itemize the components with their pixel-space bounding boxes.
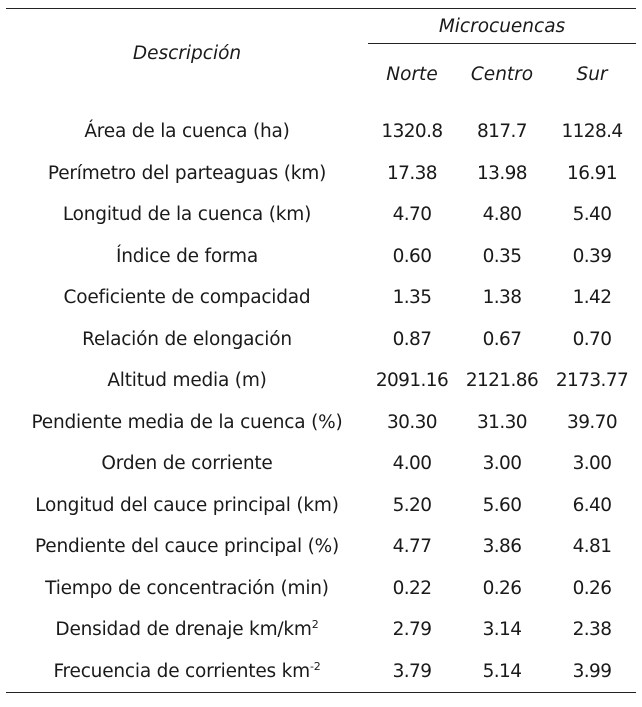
description-header: Descripción bbox=[6, 8, 368, 97]
row-label: Frecuencia de corrientes km-2 bbox=[6, 650, 368, 693]
table-body: Área de la cuenca (ha) 1320.8 817.7 1128.4 P… bbox=[6, 97, 637, 693]
table-row: Índice de forma 0.60 0.35 0.39 bbox=[6, 236, 636, 278]
row-label: Longitud de la cuenca (km) bbox=[6, 194, 368, 236]
microcuencas-table: Descripción Microcuencas Norte Centro Su… bbox=[6, 7, 637, 693]
unit-superscript: -2 bbox=[309, 659, 321, 673]
row-label: Pendiente del cauce principal (%) bbox=[6, 526, 368, 568]
value-sur: 0.39 bbox=[572, 245, 612, 267]
value-centro: 0.35 bbox=[482, 245, 522, 267]
value-norte: 17.38 bbox=[387, 162, 438, 184]
table-row: Perímetro del parteaguas (km) 17.38 13.98 1… bbox=[6, 153, 636, 195]
value-norte: 30.30 bbox=[387, 411, 438, 433]
value-sur: 5.40 bbox=[572, 204, 612, 226]
value-centro: 3.00 bbox=[482, 453, 522, 475]
table-row: Densidad de drenaje km/km2 2.79 3.14 2.38 bbox=[6, 609, 636, 651]
row-label: Longitud del cauce principal (km) bbox=[6, 485, 368, 527]
row-label-text: Perímetro del parteaguas (km) bbox=[47, 162, 327, 184]
value-centro: 3.14 bbox=[482, 619, 522, 641]
row-label: Índice de forma bbox=[6, 236, 368, 278]
value-sur: 0.26 bbox=[572, 577, 612, 599]
row-label-text: Pendiente del cauce principal (%) bbox=[35, 536, 339, 558]
row-label: Orden de corriente bbox=[6, 443, 368, 485]
value-centro: 13.98 bbox=[477, 162, 528, 184]
row-label: Pendiente media de la cuenca (%) bbox=[6, 402, 368, 444]
value-norte: 3.79 bbox=[368, 650, 456, 693]
value-centro: 0.67 bbox=[482, 328, 522, 350]
row-label: Perímetro del parteaguas (km) bbox=[6, 153, 368, 195]
row-label-text: Coeficiente de compacidad bbox=[63, 287, 311, 309]
table-container: Descripción Microcuencas Norte Centro Su… bbox=[6, 7, 637, 693]
table-header: Descripción Microcuencas Norte Centro Su… bbox=[6, 7, 637, 97]
row-label: Tiempo de concentración (min) bbox=[6, 568, 368, 610]
value-sur: 2.38 bbox=[572, 619, 612, 641]
row-label-text: Densidad de drenaje km/km bbox=[55, 619, 312, 641]
value-sur: 0.70 bbox=[572, 328, 612, 350]
value-sur: 1.42 bbox=[572, 287, 612, 309]
value-centro: 0.26 bbox=[482, 577, 522, 599]
table-row: Pendiente media de la cuenca (%) 30.30 31.… bbox=[6, 402, 636, 444]
group-header-label: Microcuencas bbox=[368, 16, 637, 45]
value-norte: 2.79 bbox=[392, 619, 432, 641]
value-sur: 16.91 bbox=[567, 162, 618, 184]
row-label: Área de la cuenca (ha) bbox=[6, 97, 368, 153]
value-norte: 0.87 bbox=[392, 328, 432, 350]
value-norte: 1.35 bbox=[392, 287, 432, 309]
value-centro: 3.86 bbox=[482, 536, 522, 558]
value-centro: 2121.86 bbox=[465, 370, 539, 392]
table-row: Longitud del cauce principal (km) 5.20 5.6… bbox=[6, 485, 636, 527]
value-sur: 1128.4 bbox=[561, 121, 623, 143]
row-label-text: Índice de forma bbox=[116, 245, 258, 267]
column-header-sur: Sur bbox=[576, 63, 608, 85]
row-label: Densidad de drenaje km/km2 bbox=[6, 609, 368, 651]
value-sur: 2173.77 bbox=[555, 370, 629, 392]
value-sur: 39.70 bbox=[567, 411, 618, 433]
row-label: Coeficiente de compacidad bbox=[6, 277, 368, 319]
value-sur: 3.00 bbox=[572, 453, 612, 475]
row-label-text: Longitud de la cuenca (km) bbox=[62, 204, 312, 226]
value-norte: 5.20 bbox=[392, 494, 432, 516]
value-centro: 5.14 bbox=[456, 650, 548, 693]
table-row: Orden de corriente 4.00 3.00 3.00 bbox=[6, 443, 636, 485]
row-label-text: Longitud del cauce principal (km) bbox=[35, 494, 339, 516]
table-row: Altitud media (m) 2091.16 2121.86 2173.77 bbox=[6, 360, 636, 402]
value-sur: 6.40 bbox=[572, 494, 612, 516]
row-label-text: Altitud media (m) bbox=[107, 370, 267, 392]
table-row: Relación de elongación 0.87 0.67 0.70 bbox=[6, 319, 636, 361]
row-label: Altitud media (m) bbox=[6, 360, 368, 402]
value-sur: 4.81 bbox=[572, 536, 612, 558]
value-sur: 3.99 bbox=[548, 650, 637, 693]
value-centro: 817.7 bbox=[477, 121, 528, 143]
table-row: Coeficiente de compacidad 1.35 1.38 1.42 bbox=[6, 277, 636, 319]
microcuencas-group-header: Microcuencas bbox=[368, 7, 637, 52]
row-label-text: Área de la cuenca (ha) bbox=[84, 121, 290, 143]
value-norte: 0.22 bbox=[392, 577, 432, 599]
table-row: Área de la cuenca (ha) 1320.8 817.7 1128.4 bbox=[6, 97, 636, 153]
value-norte: 4.77 bbox=[392, 536, 432, 558]
value-norte: 0.60 bbox=[392, 245, 432, 267]
value-centro: 4.80 bbox=[482, 204, 522, 226]
column-header-centro: Centro bbox=[470, 63, 534, 85]
value-norte: 2091.16 bbox=[375, 370, 449, 392]
table-row: Tiempo de concentración (min) 0.22 0.26 0.2… bbox=[6, 568, 636, 610]
row-label-text: Pendiente media de la cuenca (%) bbox=[31, 411, 343, 433]
value-norte: 1320.8 bbox=[381, 121, 443, 143]
column-header-norte: Norte bbox=[386, 63, 438, 85]
row-label-text: Relación de elongación bbox=[82, 328, 292, 350]
row-label-text: Orden de corriente bbox=[101, 453, 273, 475]
value-norte: 4.00 bbox=[392, 453, 432, 475]
table-row: Frecuencia de corrientes km-2 3.79 5.14 3.9… bbox=[6, 650, 637, 693]
row-label: Relación de elongación bbox=[6, 319, 368, 361]
unit-superscript: 2 bbox=[311, 618, 319, 632]
row-label-text: Frecuencia de corrientes km bbox=[53, 660, 310, 682]
table-row: Pendiente del cauce principal (%) 4.77 3.8… bbox=[6, 526, 636, 568]
row-label-text: Tiempo de concentración (min) bbox=[45, 577, 329, 599]
value-centro: 1.38 bbox=[482, 287, 522, 309]
table-row: Longitud de la cuenca (km) 4.70 4.80 5.40 bbox=[6, 194, 636, 236]
value-centro: 5.60 bbox=[482, 494, 522, 516]
value-norte: 4.70 bbox=[392, 204, 432, 226]
value-centro: 31.30 bbox=[477, 411, 528, 433]
